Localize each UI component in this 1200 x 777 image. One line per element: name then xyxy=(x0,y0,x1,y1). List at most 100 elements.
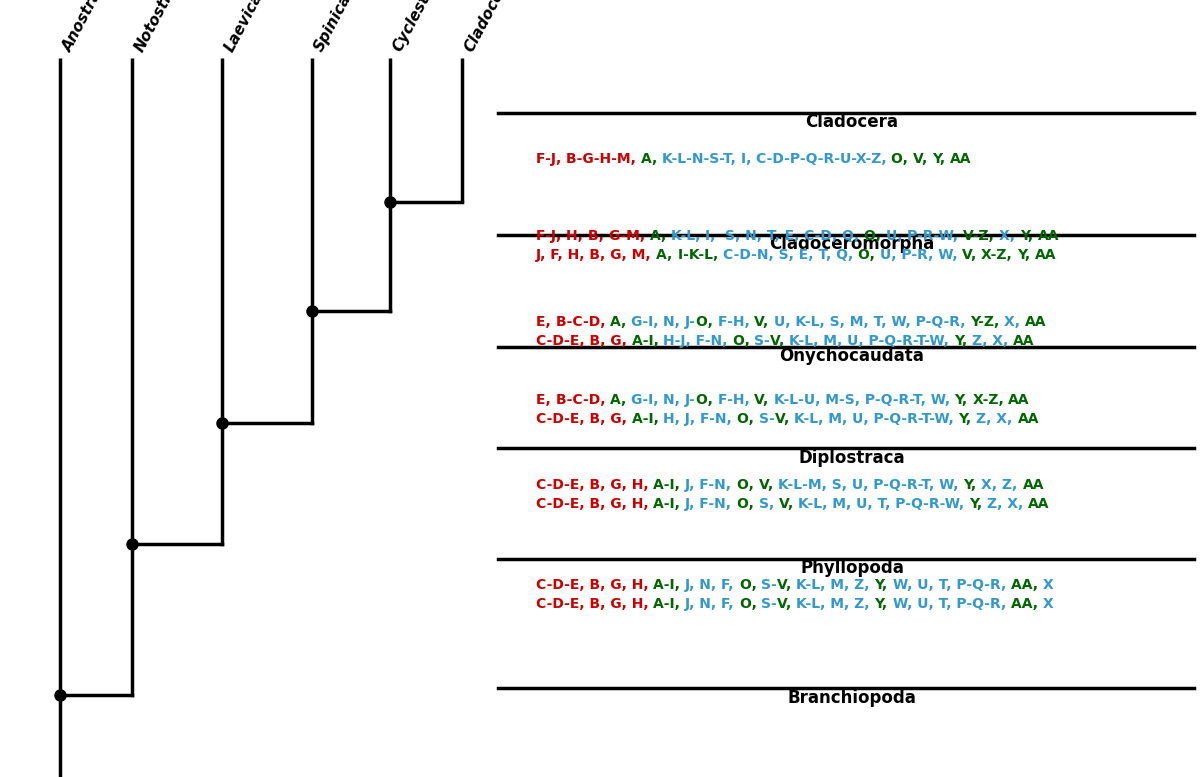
Text: AA: AA xyxy=(1038,228,1060,242)
Text: J, F-N,: J, F-N, xyxy=(685,478,737,492)
Text: J, N, F,: J, N, F, xyxy=(685,598,739,611)
Text: U, P-R, W,: U, P-R, W, xyxy=(880,248,962,262)
Text: V,: V, xyxy=(913,152,932,166)
Text: O,: O, xyxy=(733,334,755,348)
Text: O,: O, xyxy=(737,497,758,511)
Text: Spinicaudata: Spinicaudata xyxy=(312,0,378,54)
Text: Y,: Y, xyxy=(970,497,988,511)
Text: AA: AA xyxy=(1013,334,1034,348)
Text: X-Z,: X-Z, xyxy=(972,393,1008,407)
Text: K-L, M, Z,: K-L, M, Z, xyxy=(797,578,875,592)
Text: C-D-N, S, E, T, Q,: C-D-N, S, E, T, Q, xyxy=(722,248,858,262)
Text: K-L, M, U, T, P-Q-R-W,: K-L, M, U, T, P-Q-R-W, xyxy=(798,497,970,511)
Text: C-D-E, B, G, H,: C-D-E, B, G, H, xyxy=(536,497,654,511)
Text: O,: O, xyxy=(696,393,718,407)
Text: AA: AA xyxy=(1025,315,1046,329)
Text: U, K-L, S, M, T, W, P-Q-R,: U, K-L, S, M, T, W, P-Q-R, xyxy=(774,315,970,329)
Text: Y,: Y, xyxy=(875,598,893,611)
Text: S, N, T, E,: S, N, T, E, xyxy=(725,228,804,242)
Text: O,: O, xyxy=(858,248,880,262)
Text: A-I,: A-I, xyxy=(631,334,664,348)
Text: C-D,: C-D, xyxy=(804,228,842,242)
Text: A-I,: A-I, xyxy=(631,413,664,427)
Text: X,: X, xyxy=(1000,228,1020,242)
Text: K-L,: K-L, xyxy=(671,228,704,242)
Text: G-I,: G-I, xyxy=(631,393,664,407)
Text: V,: V, xyxy=(779,497,798,511)
Text: Y,: Y, xyxy=(1016,248,1034,262)
Text: Z, X,: Z, X, xyxy=(977,413,1018,427)
Text: F-H,: F-H, xyxy=(718,393,755,407)
Text: V,: V, xyxy=(962,248,982,262)
Text: A-I,: A-I, xyxy=(654,598,685,611)
Text: Cladocera: Cladocera xyxy=(805,113,899,131)
Text: Cladoceromorpha: Cladoceromorpha xyxy=(769,235,935,253)
Text: F-J,: F-J, xyxy=(536,152,566,166)
Text: A-I,: A-I, xyxy=(654,578,685,592)
Text: Y,: Y, xyxy=(954,393,972,407)
Text: J, F, H, B, G, M,: J, F, H, B, G, M, xyxy=(536,248,656,262)
Text: V,: V, xyxy=(758,478,778,492)
Text: Cladocera: Cladocera xyxy=(462,0,515,54)
Text: Laevicaudata: Laevicaudata xyxy=(222,0,289,54)
Text: W, U, T, P-Q-R,: W, U, T, P-Q-R, xyxy=(893,578,1010,592)
Text: AA: AA xyxy=(950,152,972,166)
Text: I-K-L,: I-K-L, xyxy=(678,248,722,262)
Text: C-D-E, B, G,: C-D-E, B, G, xyxy=(536,413,631,427)
Text: S,: S, xyxy=(758,497,779,511)
Text: AA: AA xyxy=(1028,497,1050,511)
Text: X-Z,: X-Z, xyxy=(982,248,1016,262)
Text: J-: J- xyxy=(685,393,696,407)
Text: Anostraca: Anostraca xyxy=(60,0,114,54)
Text: E,: E, xyxy=(536,393,556,407)
Text: O,: O, xyxy=(696,315,718,329)
Text: C-D-E, B, G, H,: C-D-E, B, G, H, xyxy=(536,598,654,611)
Text: G-I,: G-I, xyxy=(631,315,664,329)
Text: W, U, T, P-Q-R,: W, U, T, P-Q-R, xyxy=(893,598,1010,611)
Text: Q,: Q, xyxy=(842,228,864,242)
Text: U,: U, xyxy=(886,228,907,242)
Text: AA: AA xyxy=(1022,478,1044,492)
Text: Z, X,: Z, X, xyxy=(988,497,1028,511)
Text: Cyclestheridae: Cyclestheridae xyxy=(390,0,463,54)
Text: G-M,: G-M, xyxy=(608,228,649,242)
Text: J-: J- xyxy=(685,315,696,329)
Text: V,: V, xyxy=(755,393,774,407)
Text: Y,: Y, xyxy=(1020,228,1038,242)
Text: A,: A, xyxy=(649,228,671,242)
Text: V,: V, xyxy=(755,315,774,329)
Text: S-: S- xyxy=(758,413,774,427)
Text: B,: B, xyxy=(588,228,608,242)
Text: S-: S- xyxy=(761,598,778,611)
Text: K-L, M, U, P-Q-R-T-W,: K-L, M, U, P-Q-R-T-W, xyxy=(793,413,959,427)
Text: Y,: Y, xyxy=(932,152,950,166)
Text: A-I,: A-I, xyxy=(654,497,685,511)
Text: K-L, M, Z,: K-L, M, Z, xyxy=(797,598,875,611)
Text: N,: N, xyxy=(664,393,685,407)
Text: H, J, F-N,: H, J, F-N, xyxy=(664,413,737,427)
Text: I,: I, xyxy=(740,152,756,166)
Text: C-D-E, B, G, H,: C-D-E, B, G, H, xyxy=(536,478,654,492)
Text: A-I,: A-I, xyxy=(654,478,685,492)
Text: N,: N, xyxy=(664,315,685,329)
Text: H-J, F-N,: H-J, F-N, xyxy=(664,334,733,348)
Text: X,: X, xyxy=(1004,315,1025,329)
Text: O,: O, xyxy=(739,578,761,592)
Text: J, N, F,: J, N, F, xyxy=(685,578,739,592)
Text: K-L, M, U, P-Q-R-T-W,: K-L, M, U, P-Q-R-T-W, xyxy=(790,334,954,348)
Text: A,: A, xyxy=(610,315,631,329)
Text: AA: AA xyxy=(1034,248,1056,262)
Text: B-C-D,: B-C-D, xyxy=(556,315,610,329)
Text: Branchiopoda: Branchiopoda xyxy=(787,688,917,707)
Text: O,: O, xyxy=(739,598,761,611)
Text: AA: AA xyxy=(1008,393,1030,407)
Text: Diplostraca: Diplostraca xyxy=(799,448,905,467)
Text: Phyllopoda: Phyllopoda xyxy=(800,559,904,577)
Text: P-R-W,: P-R-W, xyxy=(907,228,964,242)
Text: A,: A, xyxy=(610,393,631,407)
Text: V,: V, xyxy=(774,413,793,427)
Text: A,: A, xyxy=(656,248,678,262)
Text: O,: O, xyxy=(864,228,886,242)
Text: Z, X,: Z, X, xyxy=(972,334,1013,348)
Text: V,: V, xyxy=(770,334,790,348)
